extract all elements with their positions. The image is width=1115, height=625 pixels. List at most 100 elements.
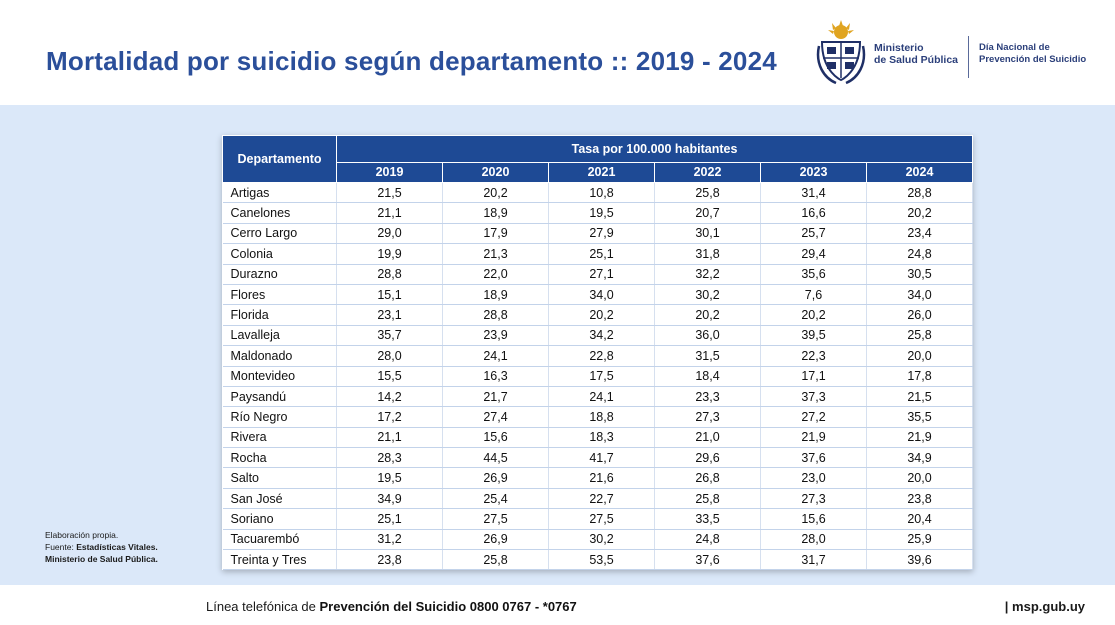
rate-cell: 26,9: [442, 529, 549, 551]
table-row: Lavalleja 35,7 23,9 34,2 36,0 39,5 25,8: [222, 325, 974, 347]
department-name: Montevideo: [222, 366, 337, 387]
rate-cell: 35,5: [866, 406, 974, 428]
table-row: Cerro Largo 29,0 17,9 27,9 30,1 25,7 23,4: [222, 223, 974, 245]
rate-cell: 17,8: [866, 366, 974, 387]
rate-cell: 33,5: [654, 508, 761, 530]
table-row: Colonia 19,9 21,3 25,1 31,8 29,4 24,8: [222, 243, 974, 265]
department-name: Flores: [222, 284, 337, 306]
website-link[interactable]: | msp.gub.uy: [1004, 599, 1085, 614]
rate-cell: 44,5: [442, 447, 549, 469]
department-name: Rivera: [222, 427, 337, 449]
rate-cell: 20,0: [866, 467, 974, 489]
table-row: Paysandú 14,2 21,7 24,1 23,3 37,3 21,5: [222, 386, 974, 408]
rate-cell: 15,6: [442, 427, 549, 449]
rate-cell: 15,1: [336, 284, 443, 306]
header: Mortalidad por suicidio según departamen…: [0, 0, 1115, 105]
rate-cell: 20,2: [548, 304, 655, 326]
rate-cell: 28,0: [336, 345, 443, 367]
rate-cell: 34,9: [336, 488, 443, 510]
rate-cell: 25,7: [760, 223, 867, 245]
rate-cell: 23,9: [442, 325, 549, 347]
department-name: Florida: [222, 304, 337, 326]
year-header-2020: 2020: [442, 161, 549, 184]
rate-cell: 25,4: [442, 488, 549, 510]
rate-cell: 27,5: [548, 508, 655, 530]
rate-cell: 30,5: [866, 264, 974, 285]
rate-cell: 31,4: [760, 182, 867, 204]
department-name: San José: [222, 488, 337, 510]
table-row: Río Negro 17,2 27,4 18,8 27,3 27,2 35,5: [222, 406, 974, 428]
department-name: Paysandú: [222, 386, 337, 408]
rate-cell: 21,9: [866, 427, 974, 449]
rate-cell: 23,3: [654, 386, 761, 408]
hotline-text: Línea telefónica de Prevención del Suici…: [206, 599, 577, 614]
rate-cell: 28,8: [866, 182, 974, 204]
table-row: Soriano 25,1 27,5 27,5 33,5 15,6 20,4: [222, 508, 974, 530]
table-row: San José 34,9 25,4 22,7 25,8 27,3 23,8: [222, 488, 974, 510]
rate-cell: 25,8: [866, 325, 974, 347]
rate-cell: 27,2: [760, 406, 867, 428]
rate-cell: 22,8: [548, 345, 655, 367]
table-row: Artigas 21,5 20,2 10,8 25,8 31,4 28,8: [222, 182, 974, 204]
rate-cell: 18,4: [654, 366, 761, 387]
rate-cell: 24,1: [442, 345, 549, 367]
table-row: Montevideo 15,5 16,3 17,5 18,4 17,1 17,8: [222, 366, 974, 387]
rate-cell: 20,2: [866, 202, 974, 224]
rate-cell: 23,8: [866, 488, 974, 510]
table-row: Rocha 28,3 44,5 41,7 29,6 37,6 34,9: [222, 447, 974, 469]
year-header-2023: 2023: [760, 161, 867, 184]
rate-cell: 18,9: [442, 202, 549, 224]
rate-cell: 15,5: [336, 366, 443, 387]
department-name: Tacuarembó: [222, 529, 337, 551]
table-row: Canelones 21,1 18,9 19,5 20,7 16,6 20,2: [222, 202, 974, 224]
rate-cell: 21,1: [336, 202, 443, 224]
year-header-2022: 2022: [654, 161, 761, 184]
ministry-logo: Ministerio de Salud Pública Día Nacional…: [816, 20, 1106, 86]
rate-cell: 20,4: [866, 508, 974, 530]
rate-cell: 24,1: [548, 386, 655, 408]
rate-cell: 14,2: [336, 386, 443, 408]
rate-cell: 16,3: [442, 366, 549, 387]
rate-cell: 7,6: [760, 284, 867, 306]
rate-cell: 26,0: [866, 304, 974, 326]
logo-divider: [968, 36, 969, 78]
department-name: Río Negro: [222, 406, 337, 428]
rate-cell: 20,2: [442, 182, 549, 204]
rate-cell: 20,2: [760, 304, 867, 326]
rate-cell: 32,2: [654, 264, 761, 285]
department-name: Durazno: [222, 264, 337, 285]
rate-cell: 37,6: [760, 447, 867, 469]
page-title: Mortalidad por suicidio según departamen…: [46, 46, 777, 76]
rate-cell: 35,7: [336, 325, 443, 347]
rate-cell: 21,1: [336, 427, 443, 449]
rate-cell: 31,8: [654, 243, 761, 265]
rate-cell: 21,5: [336, 182, 443, 204]
rate-cell: 25,8: [442, 549, 549, 571]
table-row: Salto 19,5 26,9 21,6 26,8 23,0 20,0: [222, 467, 974, 489]
table-row: Flores 15,1 18,9 34,0 30,2 7,6 34,0: [222, 284, 974, 306]
rate-cell: 29,0: [336, 223, 443, 245]
source-note: Elaboración propia. Fuente: Estadísticas…: [45, 530, 158, 564]
rate-cell: 27,5: [442, 508, 549, 530]
rate-cell: 39,5: [760, 325, 867, 347]
rate-cell: 25,1: [548, 243, 655, 265]
rate-cell: 34,2: [548, 325, 655, 347]
rate-cell: 20,2: [654, 304, 761, 326]
department-name: Lavalleja: [222, 325, 337, 347]
rate-cell: 53,5: [548, 549, 655, 571]
rate-cell: 24,8: [866, 243, 974, 265]
rate-cell: 15,6: [760, 508, 867, 530]
rate-cell: 27,4: [442, 406, 549, 428]
rate-cell: 22,0: [442, 264, 549, 285]
rate-cell: 30,2: [548, 529, 655, 551]
rate-cell: 27,1: [548, 264, 655, 285]
department-name: Treinta y Tres: [222, 549, 337, 571]
table-row: Treinta y Tres 23,8 25,8 53,5 37,6 31,7 39,6: [222, 549, 974, 571]
rate-cell: 28,0: [760, 529, 867, 551]
rate-cell: 37,6: [654, 549, 761, 571]
table-row: Florida 23,1 28,8 20,2 20,2 20,2 26,0: [222, 304, 974, 326]
rate-cell: 26,8: [654, 467, 761, 489]
rate-cell: 27,3: [654, 406, 761, 428]
rate-cell: 21,0: [654, 427, 761, 449]
rate-cell: 25,9: [866, 529, 974, 551]
